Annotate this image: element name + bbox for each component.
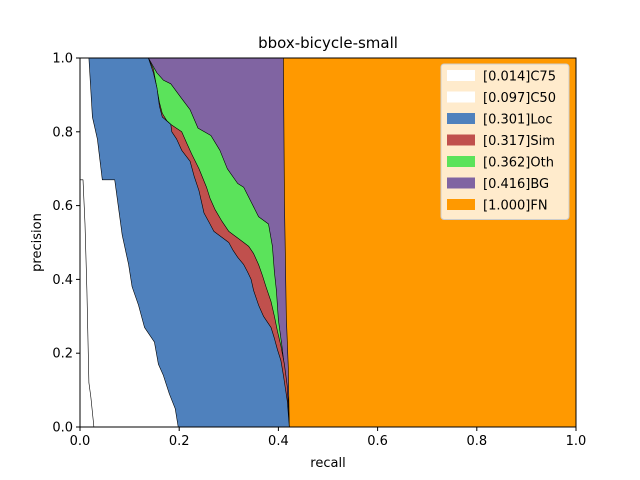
area-c50 bbox=[79, 57, 179, 428]
legend-label-fn: [1.000]FN bbox=[483, 199, 548, 214]
legend-swatch-c50 bbox=[447, 91, 475, 103]
y-tick-label: 0.4 bbox=[52, 273, 73, 288]
chart-title: bbox-bicycle-small bbox=[258, 34, 398, 52]
legend-swatch-sim bbox=[447, 134, 475, 146]
legend-label-loc: [0.301]Loc bbox=[483, 113, 552, 128]
y-tick-label: 0.6 bbox=[52, 199, 73, 214]
legend-label-c75: [0.014]C75 bbox=[483, 70, 556, 85]
y-tick-label: 0.2 bbox=[52, 347, 73, 362]
legend-swatch-fn bbox=[447, 199, 475, 210]
x-tick-label: 1.0 bbox=[566, 434, 587, 449]
y-tick-label: 0.8 bbox=[52, 125, 73, 140]
legend-label-sim: [0.317]Sim bbox=[483, 134, 555, 149]
axes: 0.0 0.2 0.4 0.6 0.8 1.0 0.0 0.2 0.4 0.6 0.8 1.0 bbox=[52, 52, 586, 450]
legend-swatch-loc bbox=[447, 113, 475, 124]
y-tick-label: 1.0 bbox=[52, 52, 73, 67]
legend-swatch-oth bbox=[447, 156, 475, 167]
legend-label-bg: [0.416]BG bbox=[483, 177, 549, 192]
y-tick-label: 0.0 bbox=[52, 421, 73, 436]
x-tick-label: 0.4 bbox=[268, 434, 289, 449]
legend-swatch-c75 bbox=[447, 70, 475, 81]
y-axis-label: precision bbox=[30, 213, 45, 272]
legend-label-oth: [0.362]Oth bbox=[483, 156, 554, 171]
x-tick-label: 0.0 bbox=[70, 434, 91, 449]
x-tick-label: 0.8 bbox=[466, 434, 487, 449]
legend-label-c50: [0.097]C50 bbox=[483, 91, 556, 106]
plot-frame bbox=[79, 57, 577, 428]
x-axis-label: recall bbox=[310, 456, 345, 471]
x-tick-label: 0.2 bbox=[169, 434, 190, 449]
legend-swatch-bg bbox=[447, 177, 475, 189]
legend: [0.014]C75 [0.097]C50 [0.301]Loc [0.317]Sim… bbox=[440, 63, 570, 220]
x-tick-label: 0.6 bbox=[367, 434, 388, 449]
